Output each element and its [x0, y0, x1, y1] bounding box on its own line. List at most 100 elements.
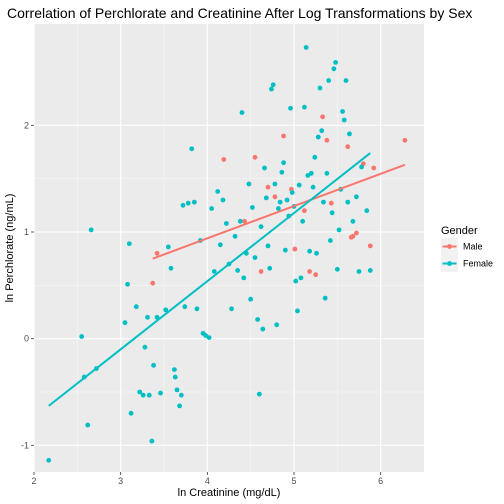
male-legend-label: Male: [463, 242, 483, 252]
legend: Gender Male Female: [441, 225, 493, 272]
female-data-point: [296, 182, 302, 188]
female-data-point: [367, 268, 373, 273]
female-data-point: [298, 275, 304, 281]
female-data-point: [262, 165, 267, 171]
male-data-point: [292, 246, 298, 252]
female-data-point: [274, 322, 280, 328]
female-data-point: [345, 199, 351, 205]
female-data-point: [151, 362, 157, 368]
female-data-point: [310, 184, 316, 190]
major-gridlines: [33, 24, 424, 472]
female-data-point: [146, 392, 152, 398]
female-data-point: [336, 227, 342, 233]
female-data-point: [276, 206, 281, 211]
female-data-point: [343, 78, 349, 83]
female-data-point: [263, 195, 269, 201]
x-tick-label: 4: [205, 476, 210, 486]
y-tick-label: -1: [21, 440, 29, 450]
y-tick-label: 0: [24, 334, 29, 344]
male-data-point: [272, 194, 278, 200]
male-data-point: [265, 184, 271, 190]
y-tick-label: 2: [24, 120, 29, 130]
male-data-point: [367, 243, 373, 249]
male-data-point: [354, 230, 359, 236]
female-data-point: [331, 66, 337, 72]
female-data-point: [165, 244, 171, 250]
male-data-point: [313, 272, 319, 278]
female-data-point: [284, 197, 290, 203]
y-axis-title: ln Perchlorate (ng/mL): [4, 194, 16, 303]
female-data-point: [307, 248, 312, 254]
chart-title: Correlation of Perchlorate and Creatinin…: [7, 5, 472, 21]
female-data-point: [329, 210, 335, 216]
female-data-point: [272, 181, 278, 187]
female-data-point: [270, 82, 276, 88]
female-data-point: [334, 266, 340, 272]
female-data-point: [340, 109, 345, 114]
female-data-point: [211, 269, 217, 274]
plot-panel: [34, 24, 424, 472]
female-data-point: [191, 199, 197, 205]
male-data-point: [252, 154, 258, 160]
male-data-point: [242, 218, 248, 224]
male-data-point: [345, 144, 351, 150]
female-data-point: [145, 314, 150, 320]
female-data-point: [314, 250, 319, 256]
female-data-point: [172, 367, 177, 372]
female-data-point: [279, 169, 285, 175]
female-data-point: [172, 374, 178, 380]
female-data-point: [128, 410, 134, 416]
female-data-point: [293, 278, 299, 284]
female-data-point: [315, 134, 321, 140]
female-data-point: [255, 317, 260, 322]
female-data-point: [282, 247, 288, 253]
female-data-point: [142, 344, 148, 350]
female-data-point: [326, 78, 332, 83]
female-data-point: [168, 265, 174, 271]
male-data-point: [402, 137, 408, 143]
female-fit-line: [48, 152, 371, 407]
female-data-point: [46, 457, 52, 463]
male-data-point: [324, 137, 330, 143]
female-data-point: [305, 173, 311, 178]
female-data-point: [133, 304, 139, 310]
female-data-point: [347, 131, 352, 137]
female-data-point: [333, 60, 338, 65]
female-data-point: [288, 105, 293, 111]
male-data-point: [154, 250, 160, 256]
x-tick-label: 5: [291, 476, 296, 486]
female-data-point: [260, 326, 266, 332]
female-data-point: [281, 160, 286, 166]
female-data-point: [356, 269, 362, 274]
female-data-point: [189, 146, 195, 152]
female-data-point: [235, 268, 241, 273]
male-data-point: [320, 114, 325, 120]
fit-lines: [48, 152, 406, 407]
female-data-point: [267, 265, 273, 271]
female-data-point: [182, 304, 188, 310]
female-data-point: [250, 205, 255, 210]
female-data-point: [252, 255, 258, 260]
female-data-point: [158, 390, 163, 396]
male-data-point: [328, 200, 334, 206]
female-data-point: [177, 403, 183, 409]
female-data-point: [88, 227, 94, 233]
x-axis: 2 3 4 5 6: [31, 472, 383, 486]
female-data-point: [237, 218, 243, 224]
female-data-point: [126, 241, 132, 247]
x-tick-label: 6: [378, 476, 383, 486]
female-data-point: [364, 208, 370, 214]
male-data-point: [302, 208, 307, 214]
female-data-point: [269, 86, 274, 92]
male-data-point: [307, 269, 312, 274]
female-data-point: [241, 275, 247, 281]
x-tick-label: 2: [31, 476, 36, 486]
female-data-point: [163, 307, 169, 313]
female-data-point: [239, 110, 245, 115]
female-data-point: [232, 233, 238, 239]
female-data-point: [248, 296, 254, 302]
male-data-point: [221, 157, 227, 162]
female-data-point: [277, 199, 283, 205]
female-data-point: [217, 242, 223, 248]
